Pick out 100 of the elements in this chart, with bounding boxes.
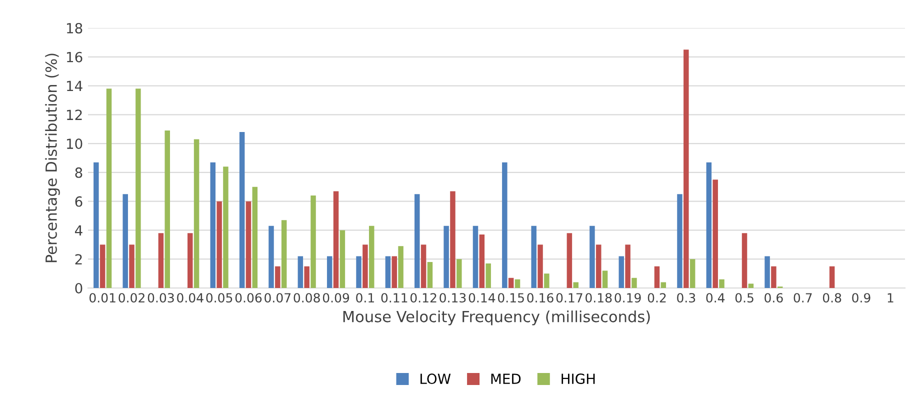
y-tick-label: 8	[75, 167, 82, 178]
y-tick-label: 14	[66, 80, 82, 92]
bar	[719, 279, 724, 288]
bar	[246, 201, 252, 288]
x-tick-label: 0.04	[177, 293, 204, 303]
bar	[829, 266, 835, 288]
bar	[450, 191, 456, 288]
bar	[158, 233, 164, 288]
bar	[268, 226, 274, 288]
x-tick-label: 0.3	[677, 293, 696, 303]
bar	[486, 263, 491, 288]
bar	[356, 256, 362, 288]
bar	[340, 230, 346, 288]
x-tick-label: 0.09	[322, 293, 350, 303]
legend-label: LOW	[420, 374, 451, 384]
bar	[362, 244, 368, 288]
y-tick-label: 0	[75, 282, 82, 294]
bar	[590, 226, 595, 288]
x-tick-label: 0.4	[706, 293, 725, 303]
x-tick-label: 0.15	[498, 293, 524, 303]
bar	[677, 194, 682, 288]
bar	[281, 220, 287, 288]
x-tick-label: 0.08	[294, 293, 320, 303]
bar	[654, 266, 660, 288]
bar	[566, 233, 572, 288]
x-tick-label: 0.1	[356, 293, 374, 303]
x-tick-label: 0.13	[440, 293, 466, 303]
bar	[632, 278, 637, 288]
legend-label: HIGH	[562, 374, 595, 384]
bar	[252, 186, 258, 288]
y-tick-label: 2	[75, 254, 82, 264]
y-tick-label: 10	[66, 138, 82, 150]
bar	[164, 130, 170, 288]
bar	[106, 88, 112, 288]
x-tick-label: 0.2	[648, 293, 666, 303]
x-tick-label: 0.5	[735, 293, 754, 303]
bar	[602, 270, 608, 288]
x-tick-label: 0.18	[586, 293, 612, 303]
y-axis-title: Percentage Distribution (%)	[45, 54, 60, 262]
y-tick-label: 6	[75, 196, 82, 207]
x-tick-label: 0.07	[264, 293, 291, 303]
bar	[573, 282, 578, 288]
bar	[216, 201, 222, 288]
y-tick-label: 12	[66, 110, 82, 120]
bar	[764, 256, 770, 288]
bar	[368, 226, 374, 288]
bar	[472, 226, 478, 288]
bar	[298, 256, 304, 288]
bar	[385, 256, 391, 288]
x-tick-label: 0.14	[468, 293, 496, 303]
bar	[706, 162, 712, 288]
x-tick-label: 0.7	[794, 293, 812, 303]
bar	[771, 266, 776, 288]
bar	[444, 226, 449, 288]
bar	[326, 256, 332, 288]
bar	[210, 162, 216, 288]
bar	[625, 244, 630, 288]
bar	[479, 234, 485, 288]
bar	[310, 196, 316, 288]
bar	[304, 266, 310, 288]
bar	[660, 282, 666, 288]
x-tick-label: 0.17	[556, 293, 582, 303]
x-tick-label: 0.03	[148, 293, 174, 303]
bar	[618, 256, 624, 288]
bar	[712, 180, 718, 288]
bar	[427, 262, 433, 288]
bar	[188, 233, 193, 288]
bar	[194, 139, 200, 288]
bar	[690, 259, 696, 288]
x-tick-label: 0.06	[235, 293, 262, 303]
x-tick-label: 0.8	[822, 293, 842, 303]
bar	[748, 284, 754, 288]
bar	[420, 244, 426, 288]
x-tick-label: 1	[888, 293, 894, 302]
bar	[742, 233, 748, 288]
bar	[596, 244, 602, 288]
bar	[684, 50, 689, 288]
x-tick-label: 0.16	[527, 293, 554, 303]
bar	[333, 191, 339, 288]
x-tick-label: 0.01	[90, 293, 116, 303]
bar	[538, 244, 543, 288]
bar	[94, 162, 99, 288]
bar	[456, 259, 462, 288]
y-tick-label: 16	[66, 52, 82, 62]
bar	[275, 266, 280, 288]
x-tick-label: 0.05	[206, 293, 232, 303]
x-axis-title: Mouse Velocity Frequency (milliseconds)	[343, 310, 650, 326]
y-tick-label: 18	[66, 22, 82, 34]
bar	[223, 166, 228, 288]
bar	[414, 194, 420, 288]
y-tick-label: 4	[74, 225, 82, 236]
bar	[136, 88, 141, 288]
bar	[122, 194, 128, 288]
x-tick-label: 0.6	[764, 293, 783, 303]
bar	[544, 274, 550, 288]
bar	[531, 226, 536, 288]
bar	[502, 162, 508, 288]
x-tick-label: 0.19	[614, 293, 641, 303]
bar	[129, 244, 134, 288]
bar	[100, 244, 106, 288]
